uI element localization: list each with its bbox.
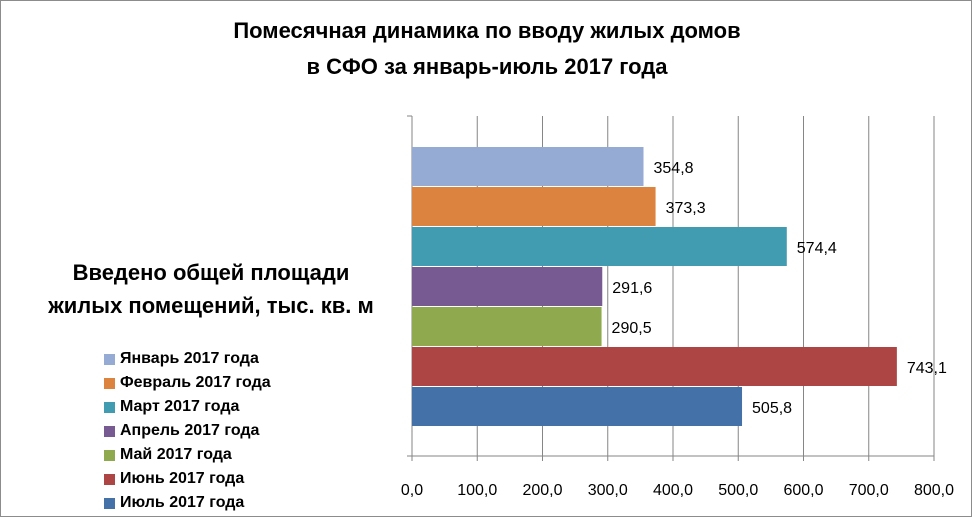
legend-label: Март 2017 года bbox=[120, 398, 240, 415]
bar bbox=[412, 347, 897, 386]
title-line: в СФО за январь-июль 2017 года bbox=[306, 54, 668, 79]
data-label: 373,3 bbox=[666, 200, 706, 217]
axis-label-line: Введено общей площади bbox=[72, 260, 350, 285]
legend-swatch bbox=[104, 377, 115, 389]
legend-swatch bbox=[104, 473, 115, 485]
chart-title: Помесячная динамика по вводу жилых домов… bbox=[1, 13, 971, 85]
legend-item: Июль 2017 года bbox=[104, 491, 271, 515]
data-label: 291,6 bbox=[612, 280, 652, 297]
legend: Январь 2017 года Февраль 2017 года Март 20… bbox=[104, 347, 271, 515]
legend-label: Июнь 2017 года bbox=[120, 470, 245, 487]
tick-label: 0,0 bbox=[401, 482, 423, 499]
legend-swatch bbox=[104, 425, 115, 437]
legend-label: Май 2017 года bbox=[120, 446, 232, 463]
bar bbox=[412, 267, 603, 306]
legend-item: Январь 2017 года bbox=[104, 347, 271, 371]
data-label: 743,1 bbox=[907, 360, 947, 377]
legend-label: Июль 2017 года bbox=[120, 494, 245, 511]
tick-label: 800,0 bbox=[914, 482, 954, 499]
legend-item: Июнь 2017 года bbox=[104, 467, 271, 491]
legend-item: Май 2017 года bbox=[104, 443, 271, 467]
tick-label: 100,0 bbox=[457, 482, 497, 499]
legend-swatch bbox=[104, 449, 115, 461]
data-label: 290,5 bbox=[612, 320, 652, 337]
legend-swatch bbox=[104, 353, 115, 365]
tick-label: 700,0 bbox=[849, 482, 889, 499]
legend-swatch bbox=[104, 497, 115, 509]
tick-label: 500,0 bbox=[718, 482, 758, 499]
legend-item: Март 2017 года bbox=[104, 395, 271, 419]
legend-label: Апрель 2017 года bbox=[120, 422, 260, 439]
data-label: 354,8 bbox=[654, 160, 694, 177]
bar bbox=[412, 307, 602, 346]
axis-label-line: жилых помещений, тыс. кв. м bbox=[48, 293, 374, 318]
bar bbox=[412, 147, 644, 186]
legend-label: Февраль 2017 года bbox=[120, 374, 271, 391]
data-label: 574,4 bbox=[797, 240, 837, 257]
legend-item: Февраль 2017 года bbox=[104, 371, 271, 395]
tick-label: 600,0 bbox=[783, 482, 823, 499]
axis-label: Введено общей площади жилых помещений, т… bbox=[11, 256, 411, 322]
legend-item: Апрель 2017 года bbox=[104, 419, 271, 443]
tick-label: 400,0 bbox=[653, 482, 693, 499]
bar bbox=[412, 387, 743, 426]
tick-label: 200,0 bbox=[522, 482, 562, 499]
tick-label: 300,0 bbox=[588, 482, 628, 499]
bar bbox=[412, 187, 656, 226]
legend-swatch bbox=[104, 401, 115, 413]
bar bbox=[412, 227, 787, 266]
data-label: 505,8 bbox=[752, 400, 792, 417]
legend-label: Январь 2017 года bbox=[120, 350, 259, 367]
title-line: Помесячная динамика по вводу жилых домов bbox=[233, 18, 741, 43]
